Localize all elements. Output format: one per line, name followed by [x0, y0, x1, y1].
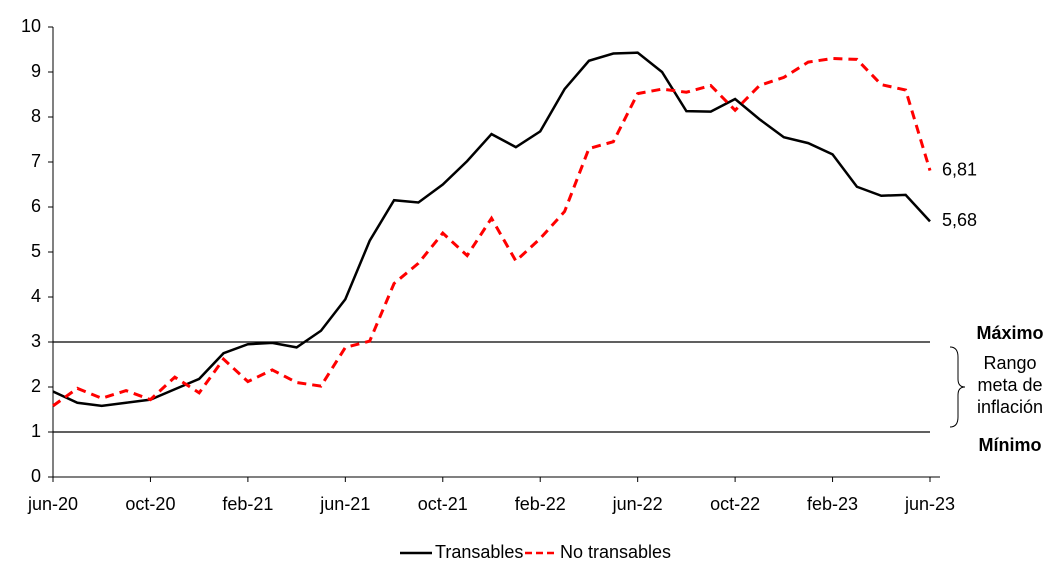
x-tick-label: jun-21 [319, 494, 370, 514]
x-tick-label: jun-20 [27, 494, 78, 514]
y-tick-label: 8 [31, 106, 41, 126]
legend-label: No transables [560, 542, 671, 562]
range-annotation: Rango [983, 353, 1036, 373]
y-tick-label: 10 [21, 16, 41, 36]
legend-label: Transables [435, 542, 523, 562]
x-tick-label: feb-21 [222, 494, 273, 514]
value-label: 6,81 [942, 159, 977, 179]
y-tick-label: 7 [31, 151, 41, 171]
x-tick-label: jun-23 [904, 494, 955, 514]
y-tick-label: 1 [31, 421, 41, 441]
y-tick-label: 4 [31, 286, 41, 306]
x-tick-label: oct-20 [125, 494, 175, 514]
brace [949, 346, 966, 428]
reference-label: Mínimo [979, 435, 1042, 455]
series-line [52, 51, 931, 408]
series-line [52, 56, 932, 408]
reference-label: Máximo [976, 323, 1043, 343]
y-tick-label: 6 [31, 196, 41, 216]
y-tick-label: 9 [31, 61, 41, 81]
range-annotation: meta de [977, 375, 1042, 395]
x-tick-label: feb-23 [807, 494, 858, 514]
y-tick-label: 0 [31, 466, 41, 486]
y-tick-label: 2 [31, 376, 41, 396]
y-tick-label: 5 [31, 241, 41, 261]
range-annotation: inflación [977, 397, 1043, 417]
x-tick-label: oct-22 [710, 494, 760, 514]
x-tick-label: feb-22 [515, 494, 566, 514]
y-tick-label: 3 [31, 331, 41, 351]
x-tick-label: jun-22 [612, 494, 663, 514]
value-label: 5,68 [942, 210, 977, 230]
x-tick-label: oct-21 [418, 494, 468, 514]
